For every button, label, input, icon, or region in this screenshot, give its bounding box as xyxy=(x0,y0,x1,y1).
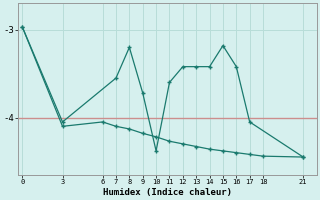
X-axis label: Humidex (Indice chaleur): Humidex (Indice chaleur) xyxy=(103,188,232,197)
